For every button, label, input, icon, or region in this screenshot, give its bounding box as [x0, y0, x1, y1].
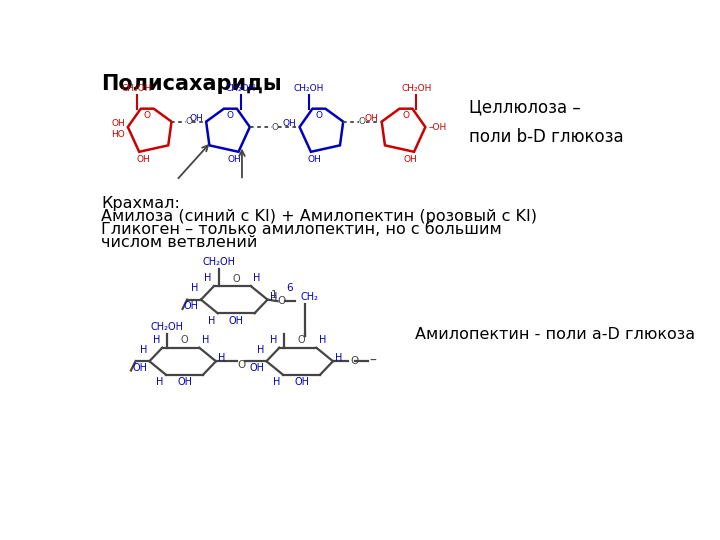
- Text: CH₂OH: CH₂OH: [202, 257, 235, 267]
- Text: O: O: [237, 360, 246, 370]
- Text: O: O: [144, 111, 150, 120]
- Text: OH: OH: [136, 155, 150, 164]
- Text: H: H: [270, 335, 277, 345]
- Text: OH: OH: [403, 155, 417, 164]
- Text: 6: 6: [287, 284, 293, 294]
- Text: OH: OH: [249, 363, 264, 373]
- Text: O: O: [350, 356, 358, 366]
- Text: Гликоген – только амилопектин, но с большим: Гликоген – только амилопектин, но с боль…: [101, 222, 502, 237]
- Text: OH: OH: [283, 119, 297, 129]
- Text: Крахмал:: Крахмал:: [101, 195, 180, 211]
- Text: H: H: [253, 273, 261, 283]
- Text: O: O: [227, 111, 234, 120]
- Text: OH: OH: [132, 363, 147, 373]
- Text: H: H: [156, 377, 163, 387]
- Text: H: H: [140, 345, 147, 355]
- Text: Амилоза (синий с KI) + Амилопектин (розовый с KI): Амилоза (синий с KI) + Амилопектин (розо…: [101, 209, 537, 224]
- Text: OH: OH: [189, 114, 203, 123]
- Text: OH: OH: [294, 377, 309, 387]
- Text: H: H: [319, 335, 326, 345]
- Text: CH₂OH: CH₂OH: [122, 84, 152, 93]
- Text: OH: OH: [365, 114, 379, 123]
- Text: –: –: [369, 354, 376, 368]
- Text: числом ветвлений: числом ветвлений: [101, 235, 258, 250]
- Text: H: H: [218, 353, 225, 363]
- Text: H: H: [270, 292, 277, 301]
- Text: OH: OH: [308, 155, 322, 164]
- Text: –OH: –OH: [428, 123, 446, 132]
- Text: O: O: [271, 123, 278, 132]
- Text: OH: OH: [111, 119, 125, 129]
- Text: H: H: [257, 345, 264, 355]
- Text: H: H: [208, 315, 215, 326]
- Text: CH₂OH: CH₂OH: [225, 84, 256, 93]
- Text: H: H: [153, 335, 160, 345]
- Text: O: O: [233, 274, 240, 284]
- Text: CH₂OH: CH₂OH: [150, 321, 184, 332]
- Text: CH₂OH: CH₂OH: [401, 84, 431, 93]
- Text: O: O: [181, 335, 189, 346]
- Text: O: O: [298, 335, 305, 346]
- Text: H: H: [204, 273, 212, 283]
- Text: OH: OH: [184, 301, 199, 311]
- Text: H: H: [192, 284, 199, 294]
- Text: O: O: [277, 296, 286, 306]
- Text: H: H: [274, 377, 281, 387]
- Text: 1: 1: [271, 290, 277, 300]
- Text: CH₂OH: CH₂OH: [294, 84, 324, 93]
- Text: O: O: [315, 111, 323, 120]
- Text: OH: OH: [177, 377, 192, 387]
- Text: Полисахариды: Полисахариды: [101, 74, 282, 94]
- Text: O: O: [402, 111, 410, 120]
- Text: OH: OH: [228, 315, 243, 326]
- Text: CH₂: CH₂: [301, 292, 319, 302]
- Text: OH: OH: [228, 155, 241, 164]
- Text: H: H: [202, 335, 209, 345]
- Text: Целлюлоза –
поли b-D глюкоза: Целлюлоза – поли b-D глюкоза: [469, 99, 624, 146]
- Text: Амилопектин - поли a-D глюкоза: Амилопектин - поли a-D глюкоза: [415, 327, 696, 342]
- Text: O: O: [185, 117, 192, 126]
- Text: HO: HO: [111, 130, 125, 139]
- Text: O: O: [359, 117, 366, 126]
- Text: H: H: [336, 353, 343, 363]
